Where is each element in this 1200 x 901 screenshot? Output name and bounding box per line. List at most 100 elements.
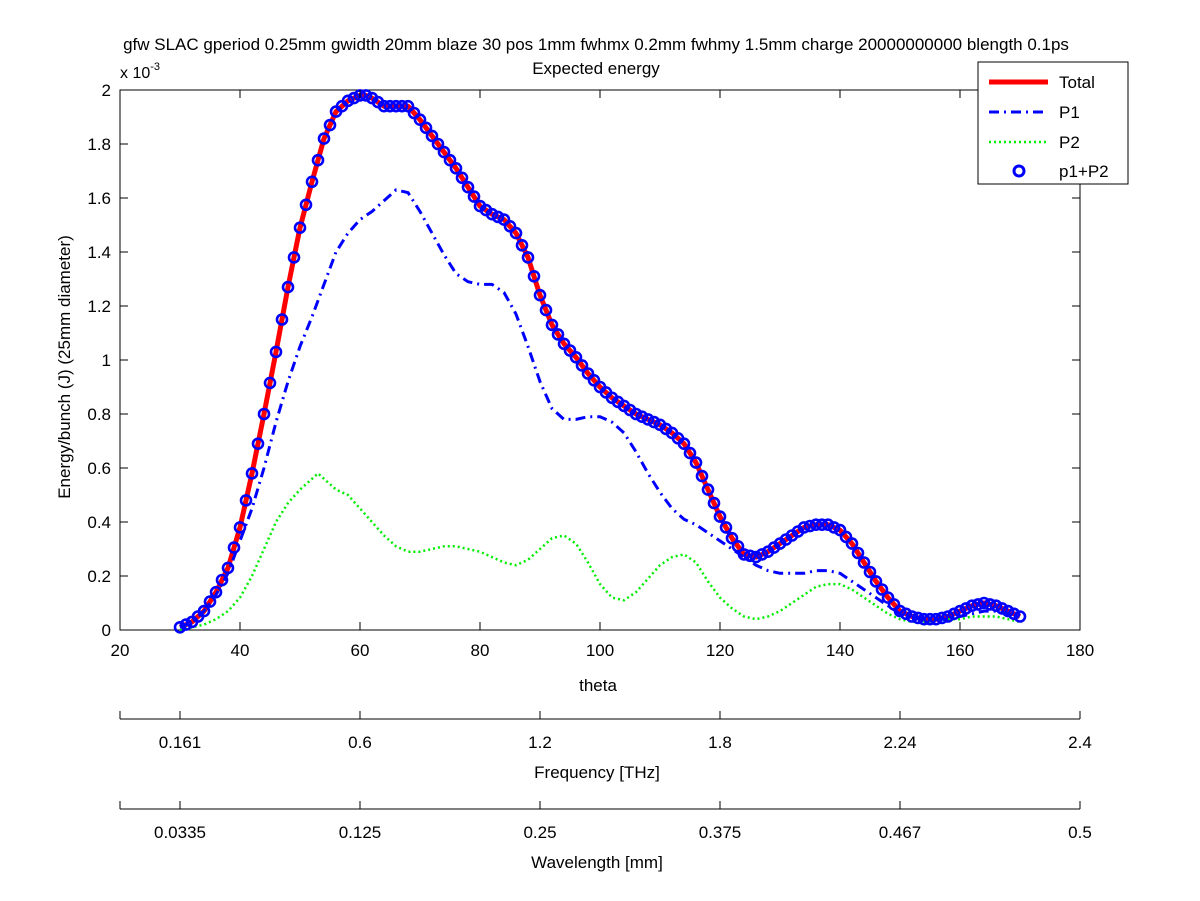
data-point-marker bbox=[845, 537, 859, 550]
legend-label-total: Total bbox=[1059, 73, 1095, 92]
data-point-marker bbox=[893, 604, 907, 618]
data-point-marker bbox=[737, 548, 751, 561]
data-point-marker bbox=[911, 611, 925, 625]
y-exponent-label: x 10-3 bbox=[120, 61, 160, 82]
data-point-marker bbox=[233, 521, 247, 534]
secondary-axis-tick-label: 2.4 bbox=[1068, 733, 1092, 752]
secondary-axis-tick-label: 1.8 bbox=[708, 733, 732, 752]
data-point-marker bbox=[749, 550, 763, 564]
y-tick-label: 1.8 bbox=[87, 135, 111, 154]
data-point-marker bbox=[929, 612, 943, 626]
legend-label-p1-p2: p1+P2 bbox=[1059, 162, 1109, 181]
y-tick-label: 0.8 bbox=[87, 405, 111, 424]
data-point-marker bbox=[1013, 610, 1027, 623]
data-point-marker bbox=[269, 345, 283, 359]
data-point-marker bbox=[707, 496, 721, 510]
data-point-marker bbox=[683, 446, 697, 460]
data-point-marker bbox=[443, 153, 457, 167]
data-point-marker bbox=[803, 519, 817, 533]
data-point-marker bbox=[755, 548, 769, 561]
data-point-marker bbox=[257, 407, 271, 421]
data-point-marker bbox=[695, 469, 709, 483]
chart-title: gfw SLAC gperiod 0.25mm gwidth 20mm blaz… bbox=[123, 35, 1069, 54]
data-point-marker bbox=[197, 604, 211, 618]
x-tick-label: 120 bbox=[706, 641, 734, 660]
data-point-marker bbox=[227, 541, 241, 554]
data-point-marker bbox=[635, 410, 649, 424]
data-point-marker bbox=[965, 599, 979, 613]
data-point-marker bbox=[815, 518, 829, 532]
x-tick-label: 140 bbox=[826, 641, 854, 660]
series-line-p1 bbox=[179, 188, 1021, 629]
series-line-total bbox=[178, 92, 1022, 630]
data-point-marker bbox=[527, 269, 541, 283]
data-point-marker bbox=[377, 99, 391, 113]
secondary-axis-tick-label: 0.25 bbox=[523, 823, 556, 842]
data-point-marker bbox=[977, 596, 991, 610]
data-point-marker bbox=[215, 573, 229, 587]
data-point-marker bbox=[923, 612, 937, 626]
data-point-marker bbox=[173, 620, 187, 634]
data-point-marker bbox=[725, 531, 739, 545]
x-tick-label: 40 bbox=[231, 641, 250, 660]
data-point-marker bbox=[251, 437, 265, 451]
y-tick-label: 1.6 bbox=[87, 189, 111, 208]
data-point-marker bbox=[281, 280, 295, 294]
data-point-marker bbox=[221, 561, 235, 575]
y-exponent-power: -3 bbox=[150, 61, 160, 73]
data-point-marker bbox=[431, 137, 445, 151]
data-point-marker bbox=[299, 198, 313, 212]
secondary-axis-label: Wavelength [mm] bbox=[531, 853, 663, 872]
data-point-marker bbox=[245, 467, 259, 480]
data-point-marker bbox=[383, 99, 397, 113]
data-point-marker bbox=[395, 99, 409, 113]
y-tick-label: 1.2 bbox=[87, 297, 111, 316]
y-axis-label: Energy/bunch (J) (25mm diameter) bbox=[55, 235, 74, 499]
data-point-marker bbox=[641, 413, 655, 426]
data-point-marker bbox=[851, 546, 865, 560]
x-tick-label: 100 bbox=[586, 641, 614, 660]
data-point-marker bbox=[203, 595, 217, 608]
data-point-marker bbox=[467, 190, 481, 203]
data-point-marker bbox=[827, 521, 841, 534]
data-point-marker bbox=[731, 539, 745, 553]
y-tick-label: 0.6 bbox=[87, 459, 111, 478]
data-point-marker bbox=[917, 612, 931, 626]
secondary-axis-tick-label: 0.5 bbox=[1068, 823, 1092, 842]
data-point-marker bbox=[1001, 604, 1015, 618]
data-point-marker bbox=[935, 611, 949, 625]
chart-subtitle: Expected energy bbox=[532, 59, 660, 78]
data-point-marker bbox=[515, 239, 529, 252]
data-point-marker bbox=[461, 180, 475, 194]
y-exponent-base: x 10 bbox=[120, 65, 150, 82]
data-point-marker bbox=[239, 494, 253, 507]
secondary-axis-tick-label: 2.24 bbox=[883, 733, 916, 752]
x-tick-label: 20 bbox=[111, 641, 130, 660]
data-point-marker bbox=[305, 175, 319, 189]
data-point-marker bbox=[323, 118, 337, 132]
data-point-marker bbox=[743, 549, 757, 563]
data-point-marker bbox=[341, 94, 355, 108]
x-axis-label: theta bbox=[579, 676, 617, 695]
data-point-marker bbox=[899, 607, 913, 621]
data-point-marker bbox=[509, 226, 523, 240]
data-point-marker bbox=[971, 598, 985, 611]
data-point-marker bbox=[821, 518, 835, 532]
legend-marker-p1-p2 bbox=[1012, 164, 1026, 178]
secondary-axis-tick-label: 0.375 bbox=[699, 823, 742, 842]
secondary-axes: 0.161 0.6 1.2 1.8 2.24 2.4 Frequency [THz] 0.03… bbox=[119, 711, 1092, 872]
data-point-marker bbox=[311, 153, 325, 167]
secondary-axis-tick-label: 0.467 bbox=[879, 823, 922, 842]
x-tick-label: 60 bbox=[351, 641, 370, 660]
data-point-marker bbox=[533, 288, 547, 302]
plot-frame bbox=[119, 89, 1081, 631]
legend-label-p1: P1 bbox=[1059, 103, 1080, 122]
data-point-marker bbox=[455, 171, 469, 185]
x-tick-label: 160 bbox=[946, 641, 974, 660]
data-point-marker bbox=[425, 129, 439, 143]
data-point-marker bbox=[863, 565, 877, 579]
series-line-p2 bbox=[179, 472, 1021, 632]
secondary-axis-tick-label: 0.125 bbox=[339, 823, 382, 842]
series-layer bbox=[173, 89, 1027, 634]
